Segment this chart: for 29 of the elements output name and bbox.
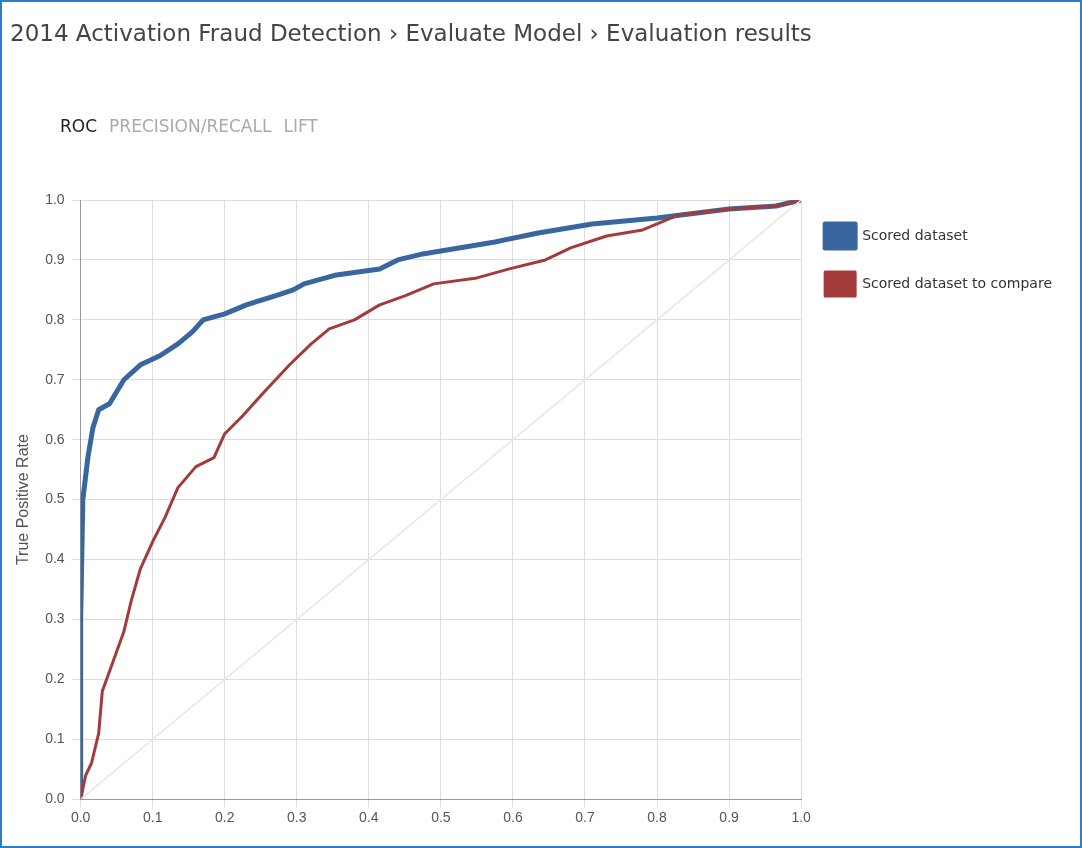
x-tick-label: 0.7 (575, 809, 595, 826)
y-tick-label: 0.6 (45, 430, 65, 447)
x-tick-label: 0.5 (431, 809, 451, 826)
x-tick-label: 0.1 (142, 809, 163, 826)
y-tick-label: 0.8 (45, 310, 65, 327)
y-tick-label: 0.1 (45, 730, 65, 747)
legend-label: Scored dataset (862, 226, 969, 243)
text: ROC (60, 116, 98, 136)
y-tick-label: 0.2 (45, 670, 65, 687)
y-tick-label: 1.0 (45, 190, 65, 207)
y-axis-title: True Positive Rate (14, 433, 32, 566)
y-tick-label: 0.3 (45, 610, 65, 627)
text: PRECISION/RECALL (109, 116, 272, 136)
x-tick-label: 0.3 (287, 809, 307, 826)
x-tick-label: 0.9 (719, 809, 740, 826)
y-tick-label: 0.7 (45, 370, 65, 387)
y-tick-label: 0.0 (45, 790, 65, 807)
legend-label: Scored dataset to compare (862, 274, 1053, 291)
x-tick-label: 0.6 (503, 809, 523, 826)
text: LIFT (283, 116, 318, 136)
x-tick-label: 0.2 (215, 809, 235, 826)
chart-title: 2014 Activation Fraud Detection › Evaluate Model › Evaluation results (10, 20, 812, 46)
y-tick-label: 0.9 (45, 250, 65, 267)
x-tick-label: 1.0 (791, 809, 812, 826)
x-tick-label: 0.8 (647, 809, 667, 826)
y-tick-label: 0.4 (45, 550, 65, 567)
x-tick-label: 0.4 (359, 809, 379, 826)
x-tick-label: 0.0 (70, 809, 91, 826)
y-tick-label: 0.5 (45, 490, 65, 507)
